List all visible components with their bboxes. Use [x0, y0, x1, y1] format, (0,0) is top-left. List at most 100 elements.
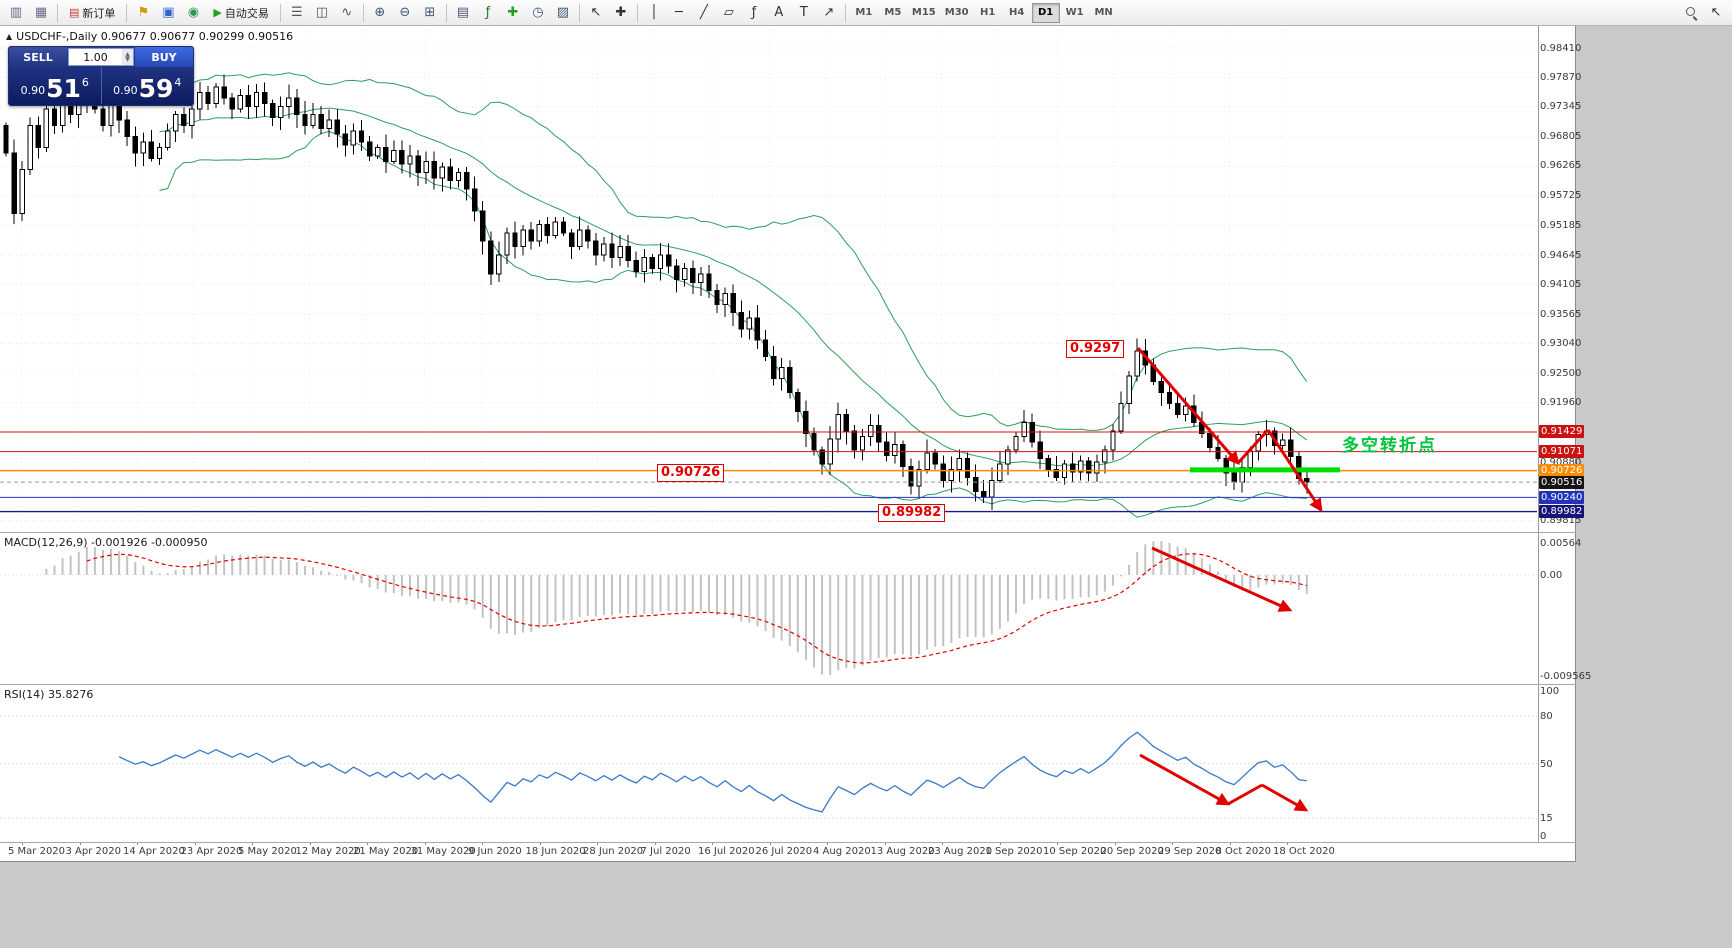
arrows-icon[interactable]: ↗	[823, 5, 835, 20]
one-click-trading-panel: SELL 1.00 ▲ ▼ BUY 0.90 51 6 0.90 59 4	[8, 46, 194, 106]
time-axis-tick	[309, 842, 311, 845]
terminal-icon[interactable]: ▣	[162, 5, 175, 20]
vertical-line-icon[interactable]: │	[649, 5, 658, 20]
zoom-out-icon[interactable]: ⊖	[399, 5, 411, 20]
price-axis-label: 0.98410	[1540, 42, 1582, 54]
horizontal-line-icon[interactable]: ─	[674, 5, 683, 20]
time-axis-tick	[1114, 842, 1116, 845]
rsi-pane[interactable]	[0, 685, 1537, 842]
red-trend-arrow[interactable]	[1261, 783, 1309, 812]
tile-windows-icon[interactable]: ⊞	[424, 5, 436, 20]
one-click-collapse-icon[interactable]: ▲	[6, 32, 13, 41]
fibonacci-icon[interactable]: ƒ	[751, 5, 757, 20]
candle-chart-icon[interactable]: ◫	[315, 5, 329, 20]
date-label: 18 Jun 2020	[525, 846, 586, 857]
new-order-button[interactable]: ▤ 新订单	[62, 2, 122, 24]
turning-point-text[interactable]: 多空转折点	[1342, 436, 1437, 456]
red-trend-arrow[interactable]	[1266, 429, 1323, 513]
zoom-in-icon[interactable]: ⊕	[374, 5, 386, 20]
time-axis-tick	[827, 842, 828, 845]
alerts-icon[interactable]: ⚑	[137, 5, 150, 20]
channel-icon[interactable]: ▱	[723, 5, 734, 20]
toolbar: ▥ ▦ ▤ 新订单 ⚑ ▣ ◉ ▶ 自动交易 ☰ ◫ ∿ ⊕ ⊖ ⊞ ▤ ƒ ✚ ◷ ▨ ↖ ✚ │ ─ ╱ ▱ ƒ A T ↗ M1 M5…	[0, 0, 1732, 26]
label-icon[interactable]: T	[799, 5, 808, 20]
timeframe-h4[interactable]: H4	[1008, 7, 1025, 18]
date-label: 16 Jul 2020	[698, 846, 755, 857]
sell-price-big: 51	[46, 74, 81, 103]
sell-price-sup: 6	[81, 76, 89, 89]
volume-input[interactable]: 1.00 ▲ ▼	[68, 48, 134, 66]
volume-spinner[interactable]: ▲ ▼	[122, 49, 133, 65]
timeframe-m30[interactable]: M30	[944, 7, 969, 18]
periods-icon[interactable]: ◷	[532, 5, 544, 20]
timeframe-buttons: M1 M5 M15 M30 H1 H4 D1 W1 MN	[850, 2, 1118, 23]
pane-separator[interactable]	[0, 532, 1576, 533]
timeframe-m1[interactable]: M1	[855, 7, 873, 18]
profiles-icon[interactable]: ▦	[34, 5, 48, 20]
price-axis-label: 0.94645	[1540, 249, 1582, 261]
time-axis-tick	[194, 842, 196, 845]
rsi-axis-label: 100	[1540, 686, 1560, 697]
support-price-annotation[interactable]: 0.90726	[657, 464, 725, 482]
timeframe-w1[interactable]: W1	[1065, 7, 1084, 18]
community-icon[interactable]: ◉	[187, 5, 200, 20]
timeframe-d1[interactable]: D1	[1031, 2, 1060, 23]
pane-separator[interactable]	[0, 684, 1576, 685]
peak-price-annotation[interactable]: 0.9297	[1066, 340, 1125, 358]
time-axis-tick	[79, 842, 81, 845]
spinner-up-icon[interactable]: ▲	[125, 51, 130, 58]
new-chart-icon[interactable]: ▥	[9, 5, 23, 20]
data-window-icon[interactable]: ▤	[456, 5, 470, 20]
date-label: 4 Aug 2020	[813, 846, 871, 857]
time-axis-tick	[884, 842, 886, 845]
price-axis-label: 0.94105	[1540, 279, 1582, 291]
text-icon[interactable]: A	[774, 5, 784, 20]
templates-icon[interactable]: ▨	[556, 5, 570, 20]
add-indicator-icon[interactable]: ✚	[507, 5, 519, 20]
price-axis-label: 0.96805	[1540, 130, 1582, 142]
price-divider	[100, 67, 102, 104]
toolbar-buttons: ▥ ▦ ▤ 新订单 ⚑ ▣ ◉ ▶ 自动交易 ☰ ◫ ∿ ⊕ ⊖ ⊞ ▤ ƒ ✚ ◷ ▨ ↖ ✚ │ ─ ╱ ▱ ƒ A T ↗	[4, 2, 841, 24]
time-axis[interactable]: 5 Mar 2020 3 Apr 2020 14 Apr 2020 23 Apr 20…	[0, 842, 1537, 862]
price-axis-label: 0.95185	[1540, 219, 1582, 231]
date-label: 29 Sep 2020	[1158, 846, 1222, 857]
symbol-search-icon[interactable]	[1679, 2, 1703, 24]
autotrade-button[interactable]: ▶ 自动交易	[206, 2, 275, 24]
sell-button[interactable]: SELL	[9, 47, 67, 67]
rsi-axis-label: 0	[1540, 831, 1547, 842]
trendline-icon[interactable]: ╱	[699, 5, 708, 20]
timeframe-h1[interactable]: H1	[979, 7, 996, 18]
macd-pane[interactable]	[0, 533, 1537, 683]
ohlc-text: USDCHF-,Daily 0.90677 0.90677 0.90299 0.…	[16, 30, 294, 43]
red-trend-arrow[interactable]	[1139, 753, 1231, 806]
price-axis-label: 0.96265	[1540, 160, 1582, 172]
crosshair-icon[interactable]: ✚	[615, 5, 627, 20]
spinner-down-icon[interactable]: ▼	[125, 56, 130, 63]
timeframe-m5[interactable]: M5	[884, 7, 902, 18]
red-trend-arrow[interactable]	[1136, 347, 1240, 466]
price-axis-label: 0.89815	[1540, 515, 1582, 527]
sell-price[interactable]: 0.90 51 6	[9, 67, 101, 104]
pointer-icon[interactable]: ↖	[1710, 5, 1722, 20]
price-axis-label: 0.95725	[1540, 190, 1582, 202]
date-label: 26 Jul 2020	[755, 846, 813, 857]
toolbar-separator	[362, 3, 364, 22]
low-price-annotation[interactable]: 0.89982	[878, 504, 946, 522]
red-trend-arrow[interactable]	[1236, 428, 1270, 465]
date-label: 12 May 2020	[295, 846, 361, 857]
red-trend-arrow[interactable]	[1227, 783, 1263, 806]
red-trend-arrow[interactable]	[1151, 546, 1293, 612]
indicators-list-icon[interactable]: ƒ	[485, 5, 491, 20]
toolbar-separator	[57, 3, 58, 22]
bar-chart-icon[interactable]: ☰	[291, 5, 303, 20]
buy-button[interactable]: BUY	[135, 47, 193, 67]
price-axis[interactable]: 0.00564 0.00 -0.009565 100 80 50 15 0 0.98410 0.9…	[1538, 26, 1591, 842]
buy-price[interactable]: 0.90 59 4	[102, 67, 194, 104]
cursor-icon[interactable]: ↖	[590, 5, 602, 20]
line-chart-icon[interactable]: ∿	[341, 5, 353, 20]
timeframe-mn[interactable]: MN	[1094, 7, 1113, 18]
timeframe-m15[interactable]: M15	[911, 7, 936, 18]
price-level-badge: 0.90726	[1539, 464, 1585, 478]
price-chart-pane[interactable]	[0, 26, 1537, 532]
